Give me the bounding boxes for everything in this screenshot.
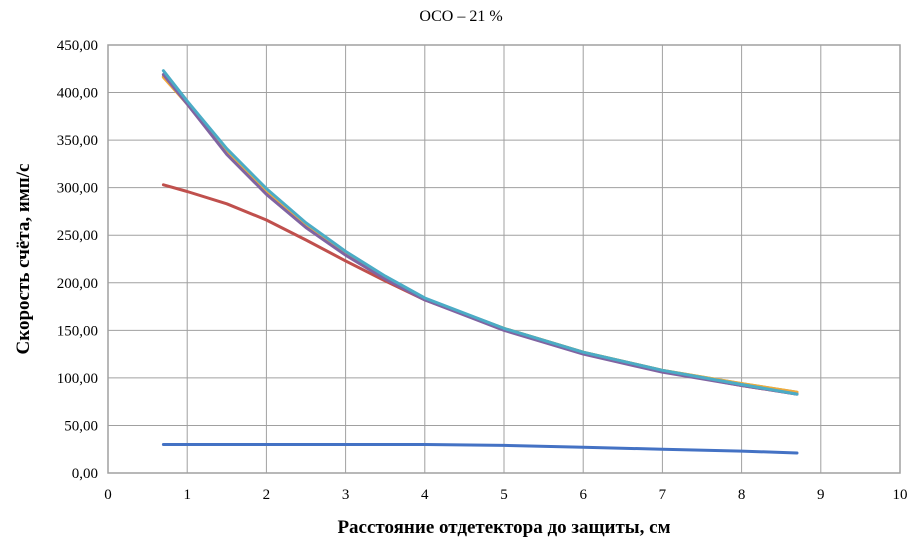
x-tick-label: 7 [659,487,667,503]
x-axis-label: Расстояние отдетектора до защиты, см [337,517,671,538]
x-tick-label: 4 [421,487,429,503]
series-olive [161,74,799,394]
series-red [161,183,799,396]
x-tick-label: 8 [738,487,746,503]
series-cyan [161,69,799,396]
x-tick-label: 0 [104,487,112,503]
y-tick-label: 150,00 [57,323,98,339]
y-tick-label: 350,00 [57,133,98,149]
y-axis-label: Скорость счёта, имп/с [13,163,34,355]
y-tick-label: 100,00 [57,371,98,387]
y-tick-label: 0,00 [72,466,98,482]
x-tick-label: 9 [817,487,825,503]
x-tick-label: 5 [500,487,508,503]
y-tick-label: 200,00 [57,276,98,292]
x-tick-label: 10 [893,487,908,503]
y-tick-label: 450,00 [57,38,98,54]
y-tick-label: 300,00 [57,181,98,197]
x-tick-label: 2 [263,487,271,503]
chart-title: ОСО – 21 % [419,8,503,25]
plot-area [107,44,901,474]
x-tick-label: 6 [579,487,587,503]
x-tick-label: 3 [342,487,350,503]
y-tick-label: 50,00 [64,418,98,434]
y-tick-label: 400,00 [57,86,98,102]
series-blue [161,443,799,455]
y-tick-label: 250,00 [57,228,98,244]
x-tick-label: 1 [183,487,191,503]
series-purple [161,73,799,396]
